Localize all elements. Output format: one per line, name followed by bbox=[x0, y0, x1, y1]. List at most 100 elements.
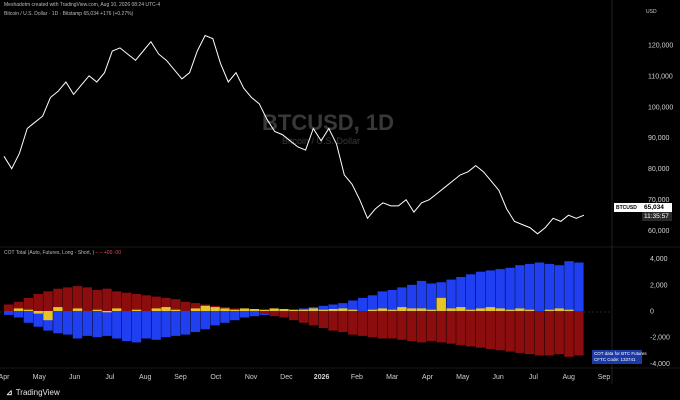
cot-bar-long bbox=[72, 311, 83, 339]
cot-bar-net bbox=[259, 309, 269, 311]
time-tick-label: Aug bbox=[562, 374, 575, 381]
cot-bar-net bbox=[161, 307, 171, 311]
cot-bar-net bbox=[190, 308, 201, 311]
cot-bar-long bbox=[43, 311, 53, 331]
cot-bar-short bbox=[377, 311, 387, 339]
cot-bar-net bbox=[289, 309, 299, 311]
cot-tick-label: 0 bbox=[650, 309, 654, 316]
cot-bar-short bbox=[72, 286, 83, 311]
cot-bar-long bbox=[367, 295, 378, 311]
cot-bar-long bbox=[131, 311, 142, 343]
cot-bar-short bbox=[259, 311, 269, 314]
time-tick-label: Mar bbox=[386, 374, 399, 381]
cot-bar-short bbox=[348, 311, 358, 335]
time-tick-label: Sep bbox=[174, 374, 187, 381]
cot-bar-short bbox=[112, 291, 122, 311]
cot-bar-long bbox=[171, 311, 181, 336]
cot-bar-net bbox=[210, 307, 220, 311]
cot-bar-net bbox=[230, 309, 240, 311]
price-badge: BTCUSD bbox=[614, 203, 646, 212]
cot-bar-net bbox=[53, 307, 63, 311]
cot-bar-net bbox=[112, 308, 122, 311]
cot-bar-long bbox=[23, 311, 34, 323]
cot-bar-short bbox=[397, 311, 407, 340]
cot-bar-long bbox=[161, 311, 171, 338]
cot-bar-long bbox=[220, 311, 230, 323]
cot-bar-short bbox=[43, 291, 53, 311]
price-series-line bbox=[3, 34, 585, 235]
cot-bar-long bbox=[387, 290, 397, 311]
cot-bar-net bbox=[220, 308, 230, 311]
price-tick-label: 110,000 bbox=[648, 73, 673, 80]
time-tick-label: May bbox=[33, 374, 47, 381]
cot-bar-short bbox=[122, 292, 132, 311]
cot-bar-net bbox=[436, 297, 446, 311]
time-tick-label: Apr bbox=[422, 374, 434, 381]
cot-bar-long bbox=[141, 311, 151, 339]
cot-info-line2: CFTC Code: 133741 bbox=[594, 357, 636, 362]
cot-bar-net bbox=[43, 311, 53, 321]
cot-legend-values: – – +00 -00 bbox=[95, 250, 121, 256]
cot-bar-net bbox=[564, 309, 574, 311]
cot-bar-net bbox=[367, 309, 378, 311]
last-price-label: 65,034 bbox=[642, 203, 672, 212]
cot-bar-long bbox=[407, 284, 417, 311]
credit-line: Meshadotm created with TradingView.com, … bbox=[4, 2, 161, 8]
price-tick-label: 120,000 bbox=[648, 42, 673, 49]
cot-bar-long bbox=[338, 303, 348, 311]
cot-bar-net bbox=[23, 309, 34, 311]
cot-bar-long bbox=[33, 311, 43, 327]
cot-bar-long bbox=[180, 311, 191, 335]
currency-label: USD bbox=[646, 9, 657, 15]
cot-bar-net bbox=[33, 311, 43, 314]
cot-tick-label: 2,000 bbox=[650, 282, 668, 289]
cot-tick-label: -2,000 bbox=[650, 335, 670, 342]
cot-bar-long bbox=[348, 300, 358, 311]
cot-bar-long bbox=[102, 311, 112, 336]
cot-bar-net bbox=[151, 308, 161, 311]
cot-bar-long bbox=[456, 277, 466, 311]
cot-bar-net bbox=[544, 309, 555, 311]
cot-bar-net bbox=[515, 308, 525, 311]
cot-bar-long bbox=[200, 311, 210, 330]
tradingview-logo[interactable]: ⊿ TradingView bbox=[6, 388, 60, 397]
cot-bar-long bbox=[377, 291, 387, 311]
cot-legend[interactable]: COT Total (Auto, Futures, Long - Short, … bbox=[4, 250, 121, 256]
cot-bar-short bbox=[407, 311, 417, 342]
cot-bar-short bbox=[151, 296, 161, 311]
bar-countdown: 11:35:57 bbox=[642, 212, 672, 221]
cot-bar-net bbox=[416, 308, 427, 311]
cot-bar-long bbox=[525, 263, 535, 311]
price-axis: 60,000 70,000 80,000 90,000 100,000 110,000 12… bbox=[648, 42, 673, 235]
cot-bar-long bbox=[485, 270, 496, 311]
cot-bar-net bbox=[446, 308, 456, 311]
time-tick-label: Dec bbox=[280, 374, 293, 381]
cot-bar-net bbox=[308, 308, 319, 311]
cot-bar-short bbox=[446, 311, 456, 344]
cot-bar-net bbox=[348, 309, 358, 311]
cot-bar-short bbox=[4, 304, 14, 311]
cot-bar-long bbox=[574, 262, 584, 311]
cot-bar-net bbox=[279, 309, 289, 311]
time-tick-label: Aug bbox=[139, 374, 152, 381]
cot-bar-long bbox=[515, 265, 525, 311]
cot-bar-net bbox=[239, 308, 250, 311]
cot-bar-long bbox=[230, 311, 240, 321]
cot-bar-short bbox=[436, 311, 446, 343]
cot-bar-short bbox=[298, 311, 309, 323]
price-tick-label: 90,000 bbox=[648, 135, 670, 142]
cot-bar-net bbox=[200, 305, 210, 311]
cot-bar-short bbox=[13, 301, 24, 311]
cot-bar-net bbox=[338, 308, 348, 311]
cot-axis: 4,000 2,000 0 -2,000 -4,000 bbox=[650, 256, 670, 368]
cot-bar-net bbox=[298, 309, 309, 311]
cot-bar-short bbox=[23, 297, 34, 311]
cot-bar-net bbox=[397, 307, 407, 311]
tradingview-mark-icon: ⊿ bbox=[6, 388, 13, 397]
cot-bar-net bbox=[131, 309, 142, 311]
cot-bar-short bbox=[485, 311, 496, 349]
cot-bar-short bbox=[328, 311, 338, 331]
cot-bar-short bbox=[466, 311, 476, 347]
cot-bar-short bbox=[574, 311, 584, 356]
symbol-legend[interactable]: Bitcoin / U.S. Dollar · 1D · Bitstamp 65… bbox=[4, 11, 134, 17]
